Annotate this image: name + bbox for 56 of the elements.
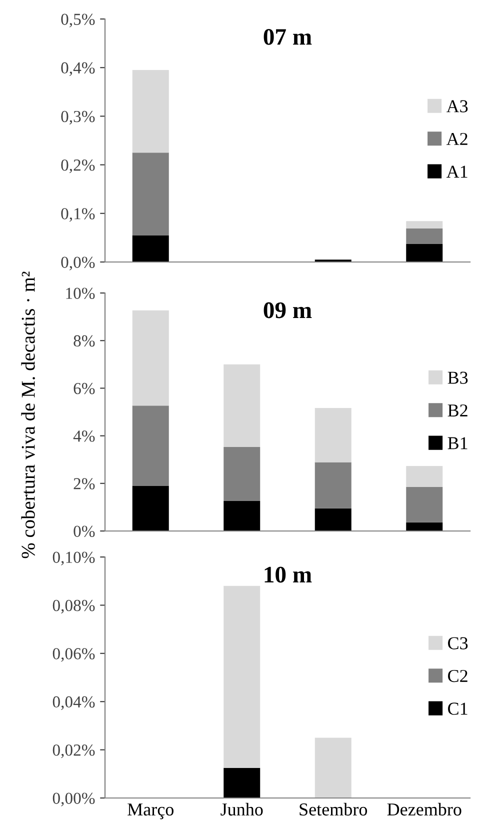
bar xyxy=(406,221,443,228)
y-tick-label: 0,00% xyxy=(52,792,95,806)
bar xyxy=(132,235,169,262)
legend-label: B1 xyxy=(448,437,468,450)
y-tick-label: 0% xyxy=(74,526,95,537)
y-tick-label: 0,0% xyxy=(61,256,95,270)
y-tick-label: 0,08% xyxy=(52,600,95,614)
y-tick-label: 0,2% xyxy=(61,160,95,174)
bar xyxy=(406,522,443,531)
bar xyxy=(224,586,260,768)
bar xyxy=(406,228,443,244)
y-tick-label: 10% xyxy=(66,288,95,299)
y-tick-label: 2% xyxy=(74,478,95,490)
y-tick-label: 0,02% xyxy=(52,744,95,758)
bar xyxy=(132,70,169,153)
legend-label: C3 xyxy=(448,637,468,650)
bar xyxy=(314,462,352,508)
legend-label: C2 xyxy=(448,670,468,682)
legend-label: C1 xyxy=(448,702,468,715)
bar xyxy=(132,310,169,406)
bar xyxy=(314,408,352,462)
x-tick-label: Setembro xyxy=(300,802,368,816)
x-tick-label: Junho xyxy=(220,802,263,816)
chart-title: 09 m xyxy=(264,302,312,318)
bar xyxy=(314,508,352,531)
y-tick-label: 0,3% xyxy=(61,110,95,125)
x-tick-label: Dezembro xyxy=(387,802,462,816)
y-tick-label: 0,4% xyxy=(61,62,95,76)
y-tick-label: 0,10% xyxy=(52,552,95,566)
legend-label: B2 xyxy=(448,404,468,416)
bar xyxy=(132,406,169,486)
bar xyxy=(132,486,169,531)
legend-label: B3 xyxy=(448,372,468,384)
chart-title: 10 m xyxy=(264,566,312,583)
bar xyxy=(132,152,169,236)
legend-label: A2 xyxy=(446,132,468,145)
y-tick-label: 4% xyxy=(73,430,95,442)
x-tick-label: Março xyxy=(128,804,174,820)
y-axis-title: % cobertura viva de M. decactis · m² xyxy=(21,272,35,558)
chart-title: 07 m xyxy=(264,28,312,45)
y-tick-label: 0,1% xyxy=(61,208,95,222)
legend-label: A1 xyxy=(446,166,468,178)
legend-label: A3 xyxy=(446,100,468,112)
bar xyxy=(314,738,352,798)
bar xyxy=(224,501,260,531)
y-tick-label: 8% xyxy=(74,335,95,347)
bar xyxy=(224,364,260,447)
y-tick-label: 0,04% xyxy=(52,696,95,710)
bar xyxy=(406,466,443,487)
y-tick-label: 0,5% xyxy=(61,14,95,28)
bar xyxy=(406,486,443,522)
bar xyxy=(224,446,260,502)
bar xyxy=(224,768,260,798)
y-tick-label: 6% xyxy=(74,382,95,394)
bar xyxy=(406,244,443,262)
y-tick-label: 0,06% xyxy=(52,648,95,662)
